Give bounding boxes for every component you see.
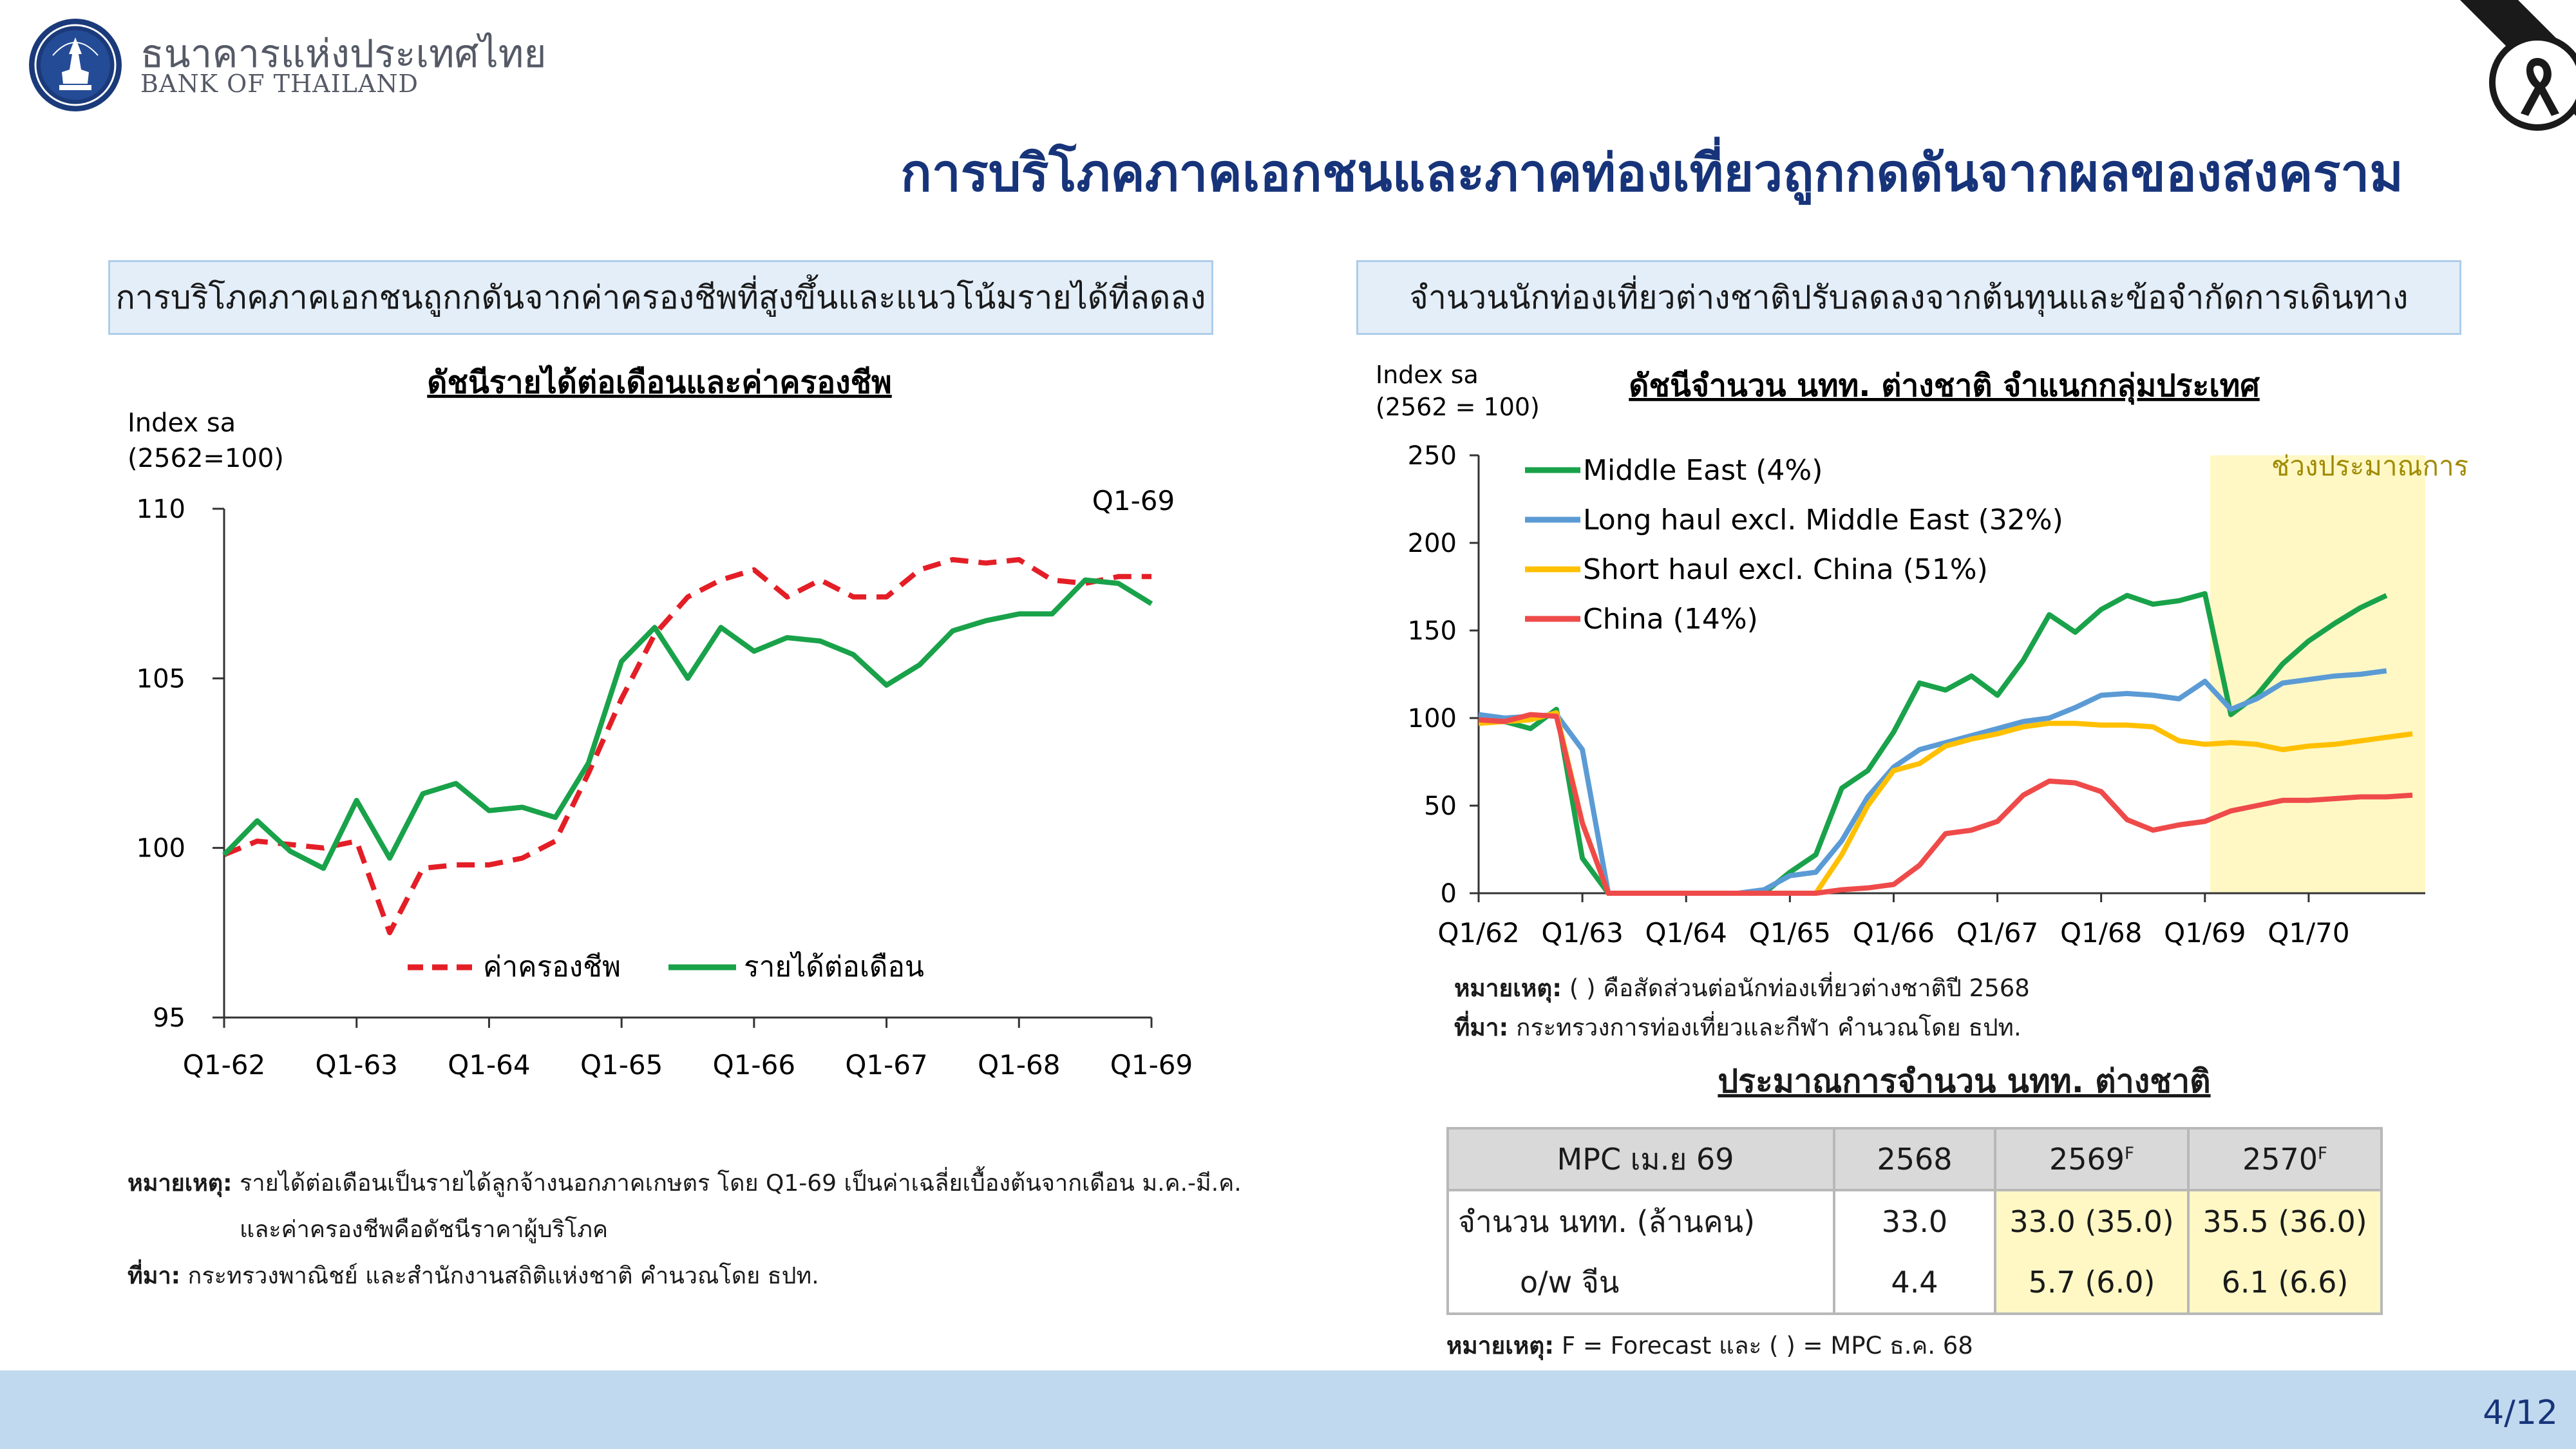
right-note: หมายเหตุ: ( ) คือสัดส่วนต่อนักท่องเที่ยว… <box>1454 969 2030 1007</box>
legend-label-monthly-income: รายได้ต่อเดือน <box>744 951 924 983</box>
cell-value: 6.1 (6.6) <box>2187 1252 2383 1314</box>
slide-title: การบริโภคภาคเอกชนและภาคท่องเที่ยวถูกกดดั… <box>900 143 2403 203</box>
y-axis-unit: (2562=100) <box>128 444 284 473</box>
cell-value: 5.7 (6.0) <box>1994 1252 2190 1314</box>
right-note-text: ( ) คือสัดส่วนต่อนักท่องเที่ยวต่างชาติปี… <box>1569 974 2030 1002</box>
y-axis-label: Index sa <box>1376 361 1479 389</box>
header-cell-2570: 2570F <box>2187 1127 2383 1191</box>
series-line-china <box>1478 712 2413 896</box>
bank-of-thailand-seal-logo <box>29 19 122 111</box>
plot-area: 250 200 150 100 50 0 Q1/62 Q1/63 Q1/64 Q1/65 Q1/66… <box>1408 441 2425 949</box>
x-tick-label: Q1-63 <box>316 1049 398 1081</box>
x-tick-label: Q1/64 <box>1645 917 1727 949</box>
forecast-table-title: ประมาณการจำนวน นทท. ต่างชาติ <box>1718 1063 2211 1100</box>
legend: Middle East (4%) Long haul excl. Middle E… <box>1525 454 2063 636</box>
x-tick-label: Q1/70 <box>2268 917 2349 949</box>
tourist-forecast-table: MPC เม.ย 69 2568 2569F 2570F จำนวน นทท. … <box>1446 1127 2383 1315</box>
header-cell-mpc: MPC เม.ย 69 <box>1446 1127 1835 1191</box>
y-tick-label: 50 <box>1424 791 1457 821</box>
row-label-china: o/w จีน <box>1446 1252 1835 1314</box>
right-note-label: หมายเหตุ: <box>1454 974 1562 1002</box>
y-tick-label: 250 <box>1408 441 1457 471</box>
legend-label-middle-east: Middle East (4%) <box>1583 454 1823 487</box>
table-note-label: หมายเหตุ: <box>1446 1332 1555 1359</box>
x-tick-label: Q1/66 <box>1853 917 1935 949</box>
q1-69-annotation: Q1-69 <box>1092 485 1175 516</box>
left-source: ที่มา: กระทรวงพาณิชย์ และสำนักงานสถิติแห… <box>128 1257 819 1294</box>
left-panel-heading: การบริโภคภาคเอกชนถูกกดันจากค่าครองชีพที่… <box>108 260 1213 335</box>
table-header-row: MPC เม.ย 69 2568 2569F 2570F <box>1446 1127 2383 1191</box>
x-tick-label: Q1/65 <box>1749 917 1831 949</box>
cell-value: 33.0 <box>1833 1190 1996 1252</box>
y-tick-label: 95 <box>153 1003 185 1033</box>
footer-bar: 4/12 <box>0 1370 2576 1449</box>
right-panel-heading: จำนวนนักท่องเที่ยวต่างชาติปรับลดลงจากต้น… <box>1356 260 2461 335</box>
legend-label-short-haul: Short haul excl. China (51%) <box>1583 553 1988 586</box>
y-tick-label: 105 <box>137 664 185 694</box>
x-tick-label: Q1/62 <box>1437 917 1519 949</box>
year-2569: 2569 <box>2049 1142 2125 1177</box>
year-2570: 2570 <box>2242 1142 2318 1177</box>
series-line-cost-of-living <box>223 557 1151 936</box>
table-note-text: F = Forecast และ ( ) = MPC ธ.ค. 68 <box>1561 1332 1973 1359</box>
plot-area: 110 105 100 95 Q1-62 Q1-63 Q1-64 Q1-65 Q1-66 Q1-6… <box>137 495 1193 1081</box>
y-axis-label: Index sa <box>128 408 236 438</box>
header-cell-2568: 2568 <box>1833 1127 1996 1191</box>
series-line-monthly-income <box>222 577 1153 871</box>
y-axis-unit: (2562 = 100) <box>1376 393 1540 421</box>
right-source-text: กระทรวงการท่องเที่ยวและกีฬา คำนวณโดย ธปท… <box>1516 1014 2022 1041</box>
table-row: จำนวน นทท. (ล้านคน) 33.0 33.0 (35.0) 35.… <box>1446 1190 2383 1252</box>
legend-label-china: China (14%) <box>1583 603 1758 636</box>
x-tick-label: Q1-62 <box>183 1049 265 1081</box>
x-tick-label: Q1-66 <box>713 1049 795 1081</box>
forecast-period-band <box>2210 455 2425 893</box>
income-cost-of-living-chart: ดัชนีรายได้ต่อเดือนและค่าครองชีพ Index s… <box>128 364 1193 1081</box>
y-tick-label: 100 <box>1408 704 1457 734</box>
x-tick-label: Q1/63 <box>1541 917 1623 949</box>
legend-label-cost-of-living: ค่าครองชีพ <box>483 951 621 983</box>
legend: ค่าครองชีพ รายได้ต่อเดือน <box>408 951 924 983</box>
org-name-thai: ธนาคารแห่งประเทศไทย <box>140 32 547 77</box>
x-tick-label: Q1-69 <box>1110 1049 1193 1081</box>
x-tick-label: Q1/69 <box>2164 917 2246 949</box>
page-number: 4/12 <box>2483 1394 2558 1432</box>
x-tick-label: Q1-65 <box>580 1049 663 1081</box>
table-note: หมายเหตุ: F = Forecast และ ( ) = MPC ธ.ค… <box>1446 1327 1973 1365</box>
left-note-line2: และค่าครองชีพคือดัชนีราคาผู้บริโภค <box>240 1217 609 1243</box>
y-tick-label: 200 <box>1408 529 1457 558</box>
left-note-line1: รายได้ต่อเดือนเป็นรายได้ลูกจ้างนอกภาคเกษ… <box>240 1170 1242 1197</box>
right-source: ที่มา: กระทรวงการท่องเที่ยวและกีฬา คำนวณ… <box>1454 1009 2022 1046</box>
forecast-marker: F <box>2318 1144 2328 1164</box>
left-source-text: กระทรวงพาณิชย์ และสำนักงานสถิติแห่งชาติ … <box>187 1263 819 1289</box>
right-source-label: ที่มา: <box>1454 1014 1509 1041</box>
x-tick-label: Q1/67 <box>1956 917 2038 949</box>
y-tick-label: 100 <box>137 834 185 864</box>
y-tick-label: 150 <box>1408 616 1457 646</box>
y-tick-label: 0 <box>1441 879 1457 909</box>
x-tick-label: Q1-67 <box>845 1049 927 1081</box>
header-cell-2569: 2569F <box>1994 1127 2190 1191</box>
chart-title: ดัชนีจำนวน นทท. ต่างชาติ จำแนกกลุ่มประเท… <box>1629 368 2260 405</box>
cell-value: 4.4 <box>1833 1252 1996 1314</box>
legend-label-long-haul: Long haul excl. Middle East (32%) <box>1583 504 2063 536</box>
cell-value: 35.5 (36.0) <box>2187 1190 2383 1252</box>
x-tick-label: Q1/68 <box>2060 917 2142 949</box>
foreign-tourist-index-chart: Index sa (2562 = 100) ดัชนีจำนวน นทท. ต่… <box>1376 361 2468 949</box>
x-tick-label: Q1-68 <box>978 1049 1060 1081</box>
y-tick-label: 110 <box>137 495 185 524</box>
table-row: o/w จีน 4.4 5.7 (6.0) 6.1 (6.6) <box>1446 1252 2383 1314</box>
forecast-period-label: ช่วงประมาณการ <box>2271 450 2468 482</box>
org-name-english: BANK OF THAILAND <box>140 70 419 98</box>
left-note: หมายเหตุ: รายได้ต่อเดือนเป็นรายได้ลูกจ้า… <box>128 1164 1242 1201</box>
forecast-marker: F <box>2125 1144 2135 1164</box>
left-source-label: ที่มา: <box>128 1263 181 1289</box>
cell-value: 33.0 (35.0) <box>1994 1190 2190 1252</box>
left-note-label: หมายเหตุ: <box>128 1170 232 1197</box>
chart-title: ดัชนีรายได้ต่อเดือนและค่าครองชีพ <box>427 364 892 401</box>
mourning-ribbon-icon <box>2460 0 2576 131</box>
x-tick-label: Q1-64 <box>448 1049 530 1081</box>
row-label-total-tourists: จำนวน นทท. (ล้านคน) <box>1446 1190 1835 1252</box>
